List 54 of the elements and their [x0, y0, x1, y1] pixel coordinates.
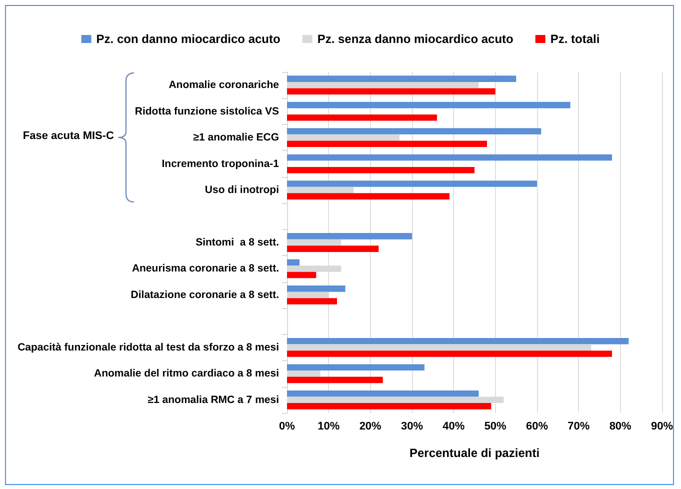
bar: [287, 344, 592, 351]
bar: [287, 114, 437, 121]
bar: [287, 272, 316, 278]
bar: [287, 350, 612, 357]
text: Fase acuta MIS-C: [22, 130, 114, 142]
bar: [287, 259, 300, 266]
bar: [287, 186, 354, 194]
bar: [287, 88, 496, 95]
y-tick-label: Aneurisma coronarie a 8 sett.: [132, 262, 280, 275]
x-tick-label: 50%: [484, 420, 507, 432]
legend-label: Pz. totali: [550, 32, 600, 46]
bar: [287, 128, 542, 134]
bar: [287, 286, 346, 292]
y-tick-label: Capacità funzionale ridotta al test da sforzo a 8 mesi: [18, 341, 280, 354]
legend-label: Pz. senza danno miocardico acuto: [317, 32, 514, 46]
bar: [287, 338, 629, 344]
bar: [287, 246, 379, 252]
bar: [287, 82, 479, 88]
legend-label: Pz. con danno miocardico acuto: [96, 32, 280, 46]
y-tick-label: Dilatazione coronarie a 8 sett.: [130, 288, 280, 301]
y-tick-label: Incremento troponina-1: [162, 158, 280, 170]
bar: [287, 166, 474, 174]
x-tick-label: 10%: [318, 420, 340, 432]
x-tick-label: 60%: [526, 420, 548, 432]
bar: [287, 134, 400, 141]
x-tick-label: 30%: [400, 420, 424, 432]
bar: [287, 76, 516, 82]
x-tick-label: 20%: [359, 420, 382, 432]
y-tick-label: Ridotta funzione sistolica VS: [134, 105, 279, 118]
bar: [287, 140, 487, 148]
bar: [287, 376, 383, 384]
y-tick-label: Anomalie coronariche: [168, 79, 280, 92]
bar: [287, 180, 537, 187]
bar: [287, 233, 412, 240]
bar: [287, 193, 450, 200]
bar: [287, 102, 570, 108]
bar: [287, 370, 320, 377]
bar: [287, 390, 479, 397]
bar: [287, 298, 337, 304]
x-tick-label: 90%: [650, 420, 674, 432]
y-tick-label: Uso di inotropi: [204, 184, 280, 196]
y-tick-label: Anomalie del ritmo cardiaco a 8 mesi: [94, 368, 280, 380]
bar: [287, 239, 342, 246]
bar: [287, 154, 612, 161]
y-tick-label: ≥1 anomalie ECG: [193, 132, 279, 144]
x-tick-label: 80%: [609, 420, 632, 432]
bar: [287, 364, 424, 371]
x-tick-label: 0%: [279, 420, 296, 432]
x-tick-label: 40%: [442, 420, 465, 432]
x-tick-label: 70%: [568, 420, 590, 432]
x-axis-title: Percentuale di pazienti: [409, 446, 540, 460]
bar: [287, 403, 492, 410]
y-tick-label: Sintomi a 8 sett.: [196, 236, 280, 248]
y-tick-label: ≥1 anomalia RMC a 7 mesi: [148, 394, 280, 406]
